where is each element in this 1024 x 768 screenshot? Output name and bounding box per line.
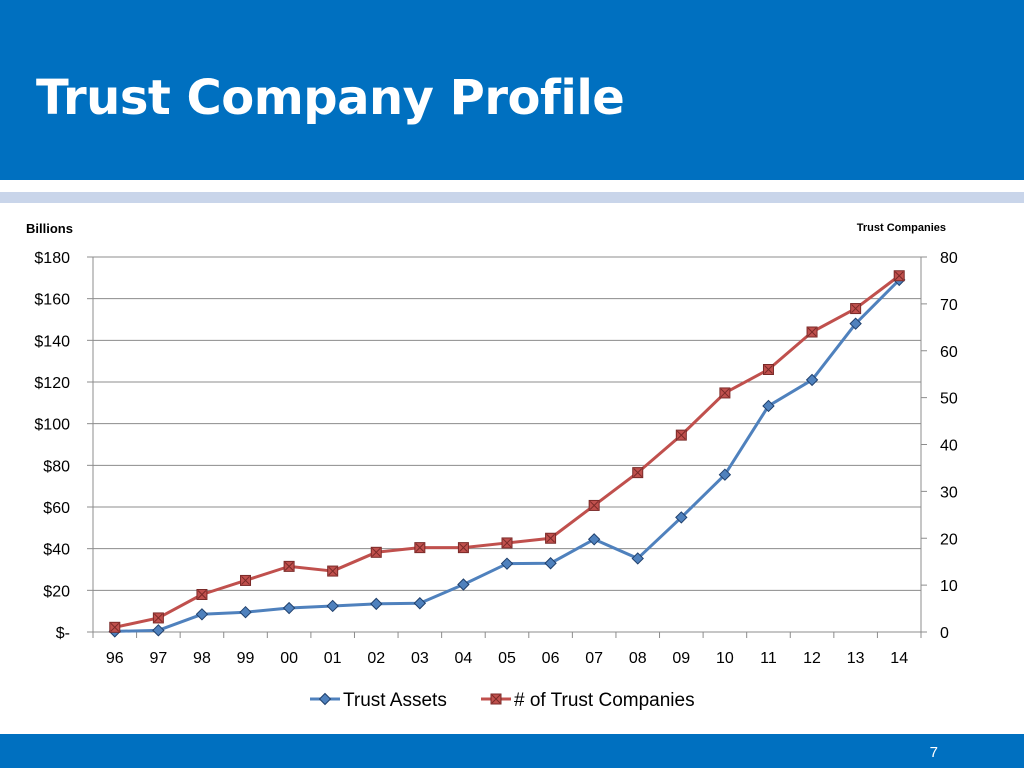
- x-tick-label: 00: [280, 650, 298, 667]
- trust-assets-point: [370, 597, 383, 611]
- x-tick-label: 07: [585, 650, 603, 667]
- trust-companies-point-cross: [459, 543, 468, 552]
- trust-assets-point: [631, 552, 644, 565]
- legend-companies-label: # of Trust Companies: [514, 690, 695, 711]
- x-tick-label: 13: [847, 650, 865, 667]
- x-tick-label: 08: [629, 650, 647, 667]
- trust-companies-point-cross: [546, 533, 555, 543]
- y-right-tick-label: 80: [940, 250, 958, 267]
- trust-assets-point: [282, 601, 296, 615]
- y-left-tick-label: $140: [34, 333, 70, 350]
- x-tick-label: 01: [324, 650, 342, 667]
- x-tick-label: 11: [760, 650, 777, 667]
- y-left-tick-label: $60: [43, 500, 70, 517]
- y-left-tick-label: $-: [56, 625, 70, 642]
- trust-companies-point-cross: [371, 547, 381, 557]
- trust-companies-point-cross: [633, 468, 643, 477]
- x-tick-label: 96: [106, 650, 124, 667]
- trust-companies-point-cross: [894, 271, 904, 281]
- trust-companies-point-cross: [415, 543, 425, 552]
- trust-companies-point-cross: [720, 388, 730, 398]
- trust-companies-point-cross: [284, 562, 294, 571]
- trust-companies-point-cross: [764, 365, 773, 374]
- y-right-tick-label: 20: [940, 531, 958, 548]
- trust-assets-point: [849, 317, 862, 330]
- title-bar: Trust Company Profile: [0, 0, 1024, 180]
- x-tick-label: 02: [367, 650, 385, 667]
- legend-assets-label: Trust Assets: [343, 690, 447, 711]
- trust-companies-point-cross: [154, 613, 163, 623]
- y-left-axis-title: Billions: [26, 221, 73, 236]
- trust-assets-point: [805, 373, 819, 387]
- trust-companies-point-cross: [328, 566, 338, 576]
- trust-assets-point: [587, 533, 601, 546]
- trust-companies-point-cross: [589, 501, 599, 510]
- y-left-tick-label: $20: [43, 583, 70, 600]
- x-tick-label: 03: [411, 650, 429, 667]
- trust-companies-point-cross: [241, 576, 250, 585]
- legend-assets-marker: [318, 692, 332, 706]
- trust-companies-point-cross: [197, 590, 207, 599]
- trust-companies-point-cross: [676, 430, 686, 440]
- trust-assets-point: [544, 557, 557, 570]
- page-number: 7: [929, 744, 938, 761]
- y-left-tick-label: $100: [34, 417, 70, 434]
- x-tick-label: 04: [455, 650, 473, 667]
- y-left-tick-label: $80: [43, 458, 70, 475]
- x-tick-label: 05: [498, 650, 516, 667]
- trust-assets-point: [195, 608, 209, 621]
- footer-bar: 7: [0, 734, 1024, 768]
- trust-assets-line: [114, 278, 901, 633]
- trust-assets-point: [152, 624, 165, 637]
- trust-companies-point-cross: [110, 622, 120, 632]
- y-left-tick-label: $180: [34, 250, 70, 267]
- trust-assets-point: [413, 597, 427, 610]
- trust-assets-point: [326, 599, 339, 613]
- x-tick-label: 06: [542, 650, 560, 667]
- trust-assets-point: [762, 399, 775, 413]
- y-right-tick-label: 60: [940, 344, 958, 361]
- y-left-tick-label: $120: [34, 375, 70, 392]
- x-tick-label: 97: [149, 650, 167, 667]
- y-right-tick-label: 50: [940, 391, 958, 408]
- trust-assets-point: [457, 578, 470, 591]
- y-right-tick-label: 0: [940, 625, 949, 642]
- x-tick-label: 14: [890, 650, 908, 667]
- y-right-tick-label: 10: [940, 578, 958, 595]
- trust-assets-point: [500, 557, 514, 570]
- y-left-tick-label: $160: [34, 292, 70, 309]
- legend-companies-marker-cross: [491, 694, 501, 704]
- trust-assets-point: [675, 511, 688, 524]
- y-left-tick-label: $40: [43, 542, 70, 559]
- accent-stripe: [0, 192, 1024, 203]
- y-right-tick-label: 30: [940, 484, 958, 501]
- trust-companies-point-cross: [851, 304, 860, 313]
- trust-companies-point-cross: [502, 538, 512, 548]
- x-tick-label: 98: [193, 650, 211, 667]
- x-tick-label: 12: [803, 650, 821, 667]
- trust-companies-point-cross: [807, 327, 817, 337]
- x-tick-label: 99: [237, 650, 255, 667]
- x-tick-label: 09: [672, 650, 690, 667]
- trust-companies-line: [114, 274, 901, 629]
- y-right-axis-title: Trust Companies: [857, 222, 946, 234]
- trust-assets-point: [239, 606, 252, 619]
- y-right-tick-label: 70: [940, 297, 958, 314]
- x-tick-label: 10: [716, 650, 734, 667]
- slide-title: Trust Company Profile: [36, 70, 625, 126]
- y-right-tick-label: 40: [940, 438, 958, 455]
- trust-assets-point: [718, 468, 732, 481]
